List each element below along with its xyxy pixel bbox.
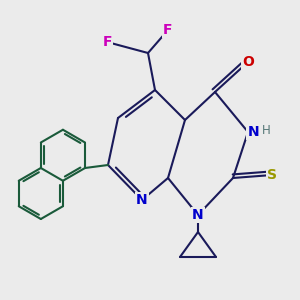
Text: F: F [102,35,112,49]
Text: O: O [242,55,254,69]
Text: N: N [136,193,148,207]
Text: N: N [248,125,259,139]
Text: N: N [192,208,204,222]
Text: F: F [163,23,173,37]
Text: H: H [262,124,270,137]
Text: S: S [267,168,277,182]
